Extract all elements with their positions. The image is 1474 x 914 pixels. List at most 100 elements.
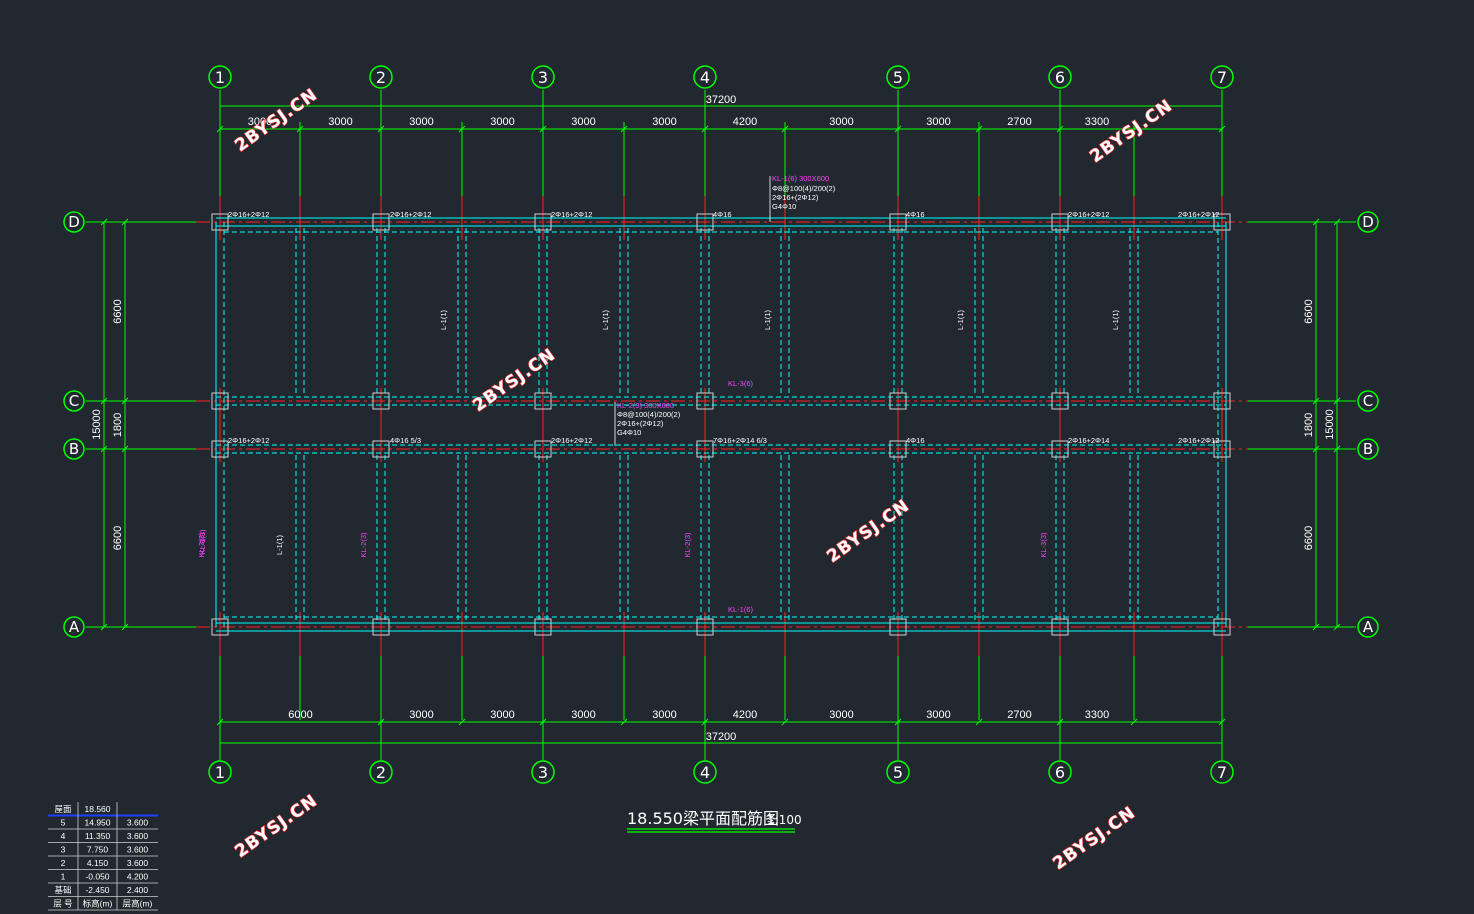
- axis-bubble: [369, 65, 393, 89]
- rebar-label: 2Φ16+2Φ12: [1178, 436, 1219, 445]
- column: [372, 392, 390, 410]
- axis-bubble: [693, 760, 717, 784]
- axis-bubble: [886, 65, 910, 89]
- kl-top-line-2: Φ8@100(4)/200(2): [772, 184, 836, 193]
- axis-bubble: [531, 65, 555, 89]
- dim-tick: [1218, 718, 1226, 726]
- axis-label: D: [1362, 213, 1374, 231]
- rebar-label: 2Φ16+2Φ12: [390, 210, 431, 219]
- table-cell: 2: [61, 858, 66, 868]
- axis-label: 7: [1217, 68, 1227, 87]
- table-cell: 层高(m): [123, 899, 153, 909]
- axis-bubble: [208, 65, 232, 89]
- floor-elevation-table: 屋面 18.560 5 14.950 3.600 4 11.350 3.600 3 7.750 3.…: [48, 802, 158, 911]
- axis-bubbles: 1 1 2 2 3 3 4 4 5 5 6 6 7 7 D D C C B B A A: [63, 65, 1379, 784]
- axis-label: 6: [1055, 763, 1065, 782]
- column: [696, 440, 714, 458]
- dim-total: 37200: [706, 731, 737, 743]
- table-cell: 3.600: [127, 858, 149, 868]
- watermark: 2BYSJ.CN: [1049, 803, 1139, 874]
- axis-label: 4: [700, 68, 710, 87]
- dim-tick: [1218, 125, 1226, 133]
- axis-label: B: [1363, 440, 1373, 458]
- dim-tick: [1333, 445, 1341, 453]
- dim-label: 3000: [829, 709, 853, 721]
- rebar-label: 4Φ16: [906, 436, 925, 445]
- table-cell: 4: [61, 831, 66, 841]
- dim-tick: [1333, 623, 1341, 631]
- kl-top-line-1: KL-1(6) 300X600: [772, 174, 829, 183]
- dim-label: 6000: [288, 709, 312, 721]
- axis-label: 1: [215, 763, 225, 782]
- table-cell: 层 号: [53, 899, 72, 909]
- axis-bubble: [531, 760, 555, 784]
- kl-mid-line-4: G4Φ10: [617, 428, 641, 437]
- dim-label: 3000: [490, 709, 514, 721]
- axis-bubble: [1210, 65, 1234, 89]
- dim-tick: [100, 397, 108, 405]
- column: [1213, 618, 1231, 636]
- dim-tick: [121, 445, 129, 453]
- column: [889, 392, 907, 410]
- watermark: 2BYSJ.CN: [823, 496, 913, 567]
- rebar-label: 2Φ16+2Φ12: [551, 210, 592, 219]
- dim-tick: [216, 718, 224, 726]
- rebar-label: 2Φ16+2Φ12: [1178, 210, 1219, 219]
- axis-label: 3: [538, 68, 548, 87]
- rebar-label: 2Φ16+2Φ12: [228, 436, 269, 445]
- dim-tick: [458, 125, 466, 133]
- kl-mid-line-1: KL-2(3) 300X600: [617, 401, 674, 410]
- rebar-label: 4Φ16 5/3: [390, 436, 421, 445]
- axis-bubble: [1357, 438, 1379, 460]
- column: [889, 213, 907, 231]
- column: [211, 618, 229, 636]
- dim-total: 15000: [1324, 409, 1336, 440]
- kl-mid-line-3: 2Φ16+(2Φ12): [617, 419, 664, 428]
- dim-tick: [701, 718, 709, 726]
- rebar-label: 4Φ16: [713, 210, 732, 219]
- dim-tick: [781, 125, 789, 133]
- axis-label: 7: [1217, 763, 1227, 782]
- column: [1051, 392, 1069, 410]
- column: [534, 440, 552, 458]
- axis-bubble: [1357, 616, 1379, 638]
- axis-bubble: [63, 438, 85, 460]
- dim-label: 3000: [829, 116, 853, 128]
- drawing-title-block: 18.550梁平面配筋图 1:100: [627, 809, 802, 833]
- beam-lines: [215, 217, 1227, 632]
- rebar-label: 2Φ16+2Φ12: [1068, 210, 1109, 219]
- column: [211, 213, 229, 231]
- table-cell: 4.200: [127, 872, 149, 882]
- dim-tick: [1333, 397, 1341, 405]
- axis-bubble: [63, 390, 85, 412]
- dim-tick: [975, 718, 983, 726]
- column: [1213, 392, 1231, 410]
- rebar-annotations: 2Φ16+2Φ12 2Φ16+2Φ12 2Φ16+2Φ12 4Φ16 4Φ16 2Φ16+…: [197, 210, 1219, 614]
- rebar-label: 7Φ16+2Φ14 6/3: [713, 436, 767, 445]
- dim-total: 15000: [91, 409, 103, 440]
- dim-tick: [1056, 718, 1064, 726]
- beam-label: KL-1(6): [728, 605, 754, 614]
- dim-label: 1800: [1303, 413, 1315, 437]
- dim-tick: [458, 718, 466, 726]
- dim-tick: [975, 125, 983, 133]
- dim-label: 3000: [409, 116, 433, 128]
- axis-label: C: [69, 392, 79, 410]
- axis-bubble: [1357, 390, 1379, 412]
- beam-label: KL-3(6): [728, 379, 754, 388]
- dim-label: 3000: [652, 116, 676, 128]
- axis-label: 4: [700, 763, 710, 782]
- axis-label: 1: [215, 68, 225, 87]
- dim-label: 3000: [926, 116, 950, 128]
- dim-tick: [1333, 218, 1341, 226]
- dim-label: 6600: [112, 526, 124, 550]
- dim-label: 3000: [490, 116, 514, 128]
- table-cell: 11.350: [85, 831, 111, 841]
- dim-tick: [100, 445, 108, 453]
- dim-tick: [781, 718, 789, 726]
- axis-bubble: [208, 760, 232, 784]
- dim-label: 3000: [571, 116, 595, 128]
- dim-tick: [1130, 718, 1138, 726]
- dim-tick: [1312, 445, 1320, 453]
